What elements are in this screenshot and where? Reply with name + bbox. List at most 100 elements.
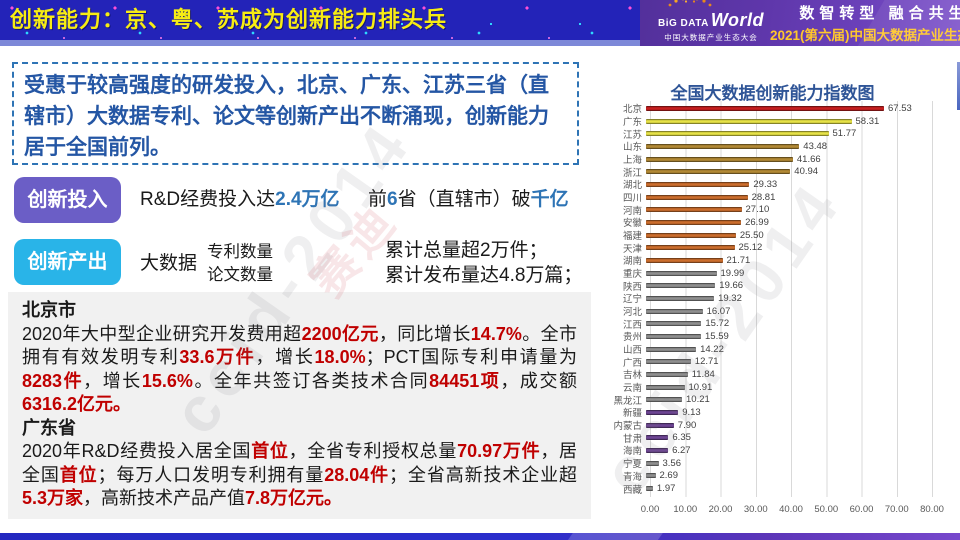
- text-segment: 8283件: [22, 370, 84, 391]
- bar-value-label: 43.48: [803, 140, 828, 152]
- chart-row: 重庆 19.99: [602, 267, 958, 281]
- bar-category-label: 青海: [622, 471, 642, 483]
- chart-row: 上海 41.66: [602, 153, 958, 167]
- innovation-investment-badge: 创新投入: [14, 177, 121, 223]
- x-axis-tick: 60.00: [849, 504, 874, 515]
- bar-category-label: 西藏: [622, 484, 642, 496]
- bar-value-label: 3.56: [662, 457, 682, 469]
- bar-value-label: 2.69: [659, 470, 679, 482]
- bar-value-label: 19.99: [720, 267, 745, 279]
- chart-row: 陕西 19.66: [602, 279, 958, 293]
- bar-value-label: 29.33: [753, 178, 778, 190]
- chart-row: 江苏 51.77: [602, 127, 958, 141]
- header-right-section: BiG DATA World 中国大数据产业生态大会 数智转型 融合共生 202…: [640, 0, 960, 46]
- chart-row: 江西 15.72: [602, 317, 958, 331]
- bar-category-label: 江苏: [622, 129, 642, 141]
- chart-row: 贵州 15.59: [602, 330, 958, 344]
- bar-value-label: 19.66: [719, 280, 744, 292]
- bar: [646, 257, 723, 263]
- text-segment: 2200亿元: [301, 323, 379, 344]
- bigdata-world-logo: BiG DATA World 中国大数据产业生态大会: [652, 0, 770, 43]
- bar: [646, 422, 674, 428]
- output-item-patents: 专利数量: [207, 243, 273, 261]
- chart-rows: 北京 67.53 广东 58.31 江苏 51.77 山东 43.48 上海 41.66 浙江 40.…: [602, 102, 958, 496]
- text-segment: R&D经费投入达: [140, 189, 276, 210]
- text-segment: 14.7%: [470, 323, 522, 344]
- bar: [646, 105, 884, 111]
- chart-row: 云南 10.91: [602, 381, 958, 395]
- bar-category-label: 贵州: [622, 332, 642, 344]
- bar-category-label: 北京: [622, 104, 642, 116]
- chart-row: 黑龙江 10.21: [602, 393, 958, 407]
- guangdong-paragraph: 2020年R&D经费投入居全国首位，全省专利授权总量70.97万件，居全国首位；…: [22, 440, 577, 511]
- text-segment: 28.04件: [324, 464, 390, 485]
- bar-value-label: 25.50: [739, 229, 764, 241]
- scrollbar[interactable]: [957, 62, 960, 110]
- bar: [646, 460, 659, 466]
- chart-row: 河北 16.07: [602, 305, 958, 319]
- x-axis-tick: 10.00: [673, 504, 698, 515]
- bar: [646, 219, 742, 225]
- text-segment: ；全省高新技术企业超: [389, 464, 578, 485]
- text-segment: 15.6%: [141, 370, 193, 391]
- bar: [646, 397, 682, 403]
- bar: [646, 473, 656, 479]
- bar-value-label: 27.10: [745, 204, 770, 216]
- bar-value-label: 40.94: [794, 166, 819, 178]
- bar: [646, 371, 688, 377]
- slogan-line2: 2021(第六届)中国大数据产业生态大会: [770, 28, 960, 43]
- bar-value-label: 6.27: [672, 444, 691, 456]
- text-segment: 33.6万件: [179, 347, 256, 367]
- bar-value-label: 16.07: [706, 305, 731, 317]
- text-segment: 。全年共签订各类技术合同: [192, 370, 430, 391]
- bar-category-label: 云南: [622, 383, 642, 395]
- logo-dots-arc-icon: [668, 0, 712, 6]
- page-title: 创新能力：京、粤、苏成为创新能力排头兵: [10, 7, 448, 32]
- chart-title: 全国大数据创新能力指数图: [670, 84, 875, 103]
- bar-category-label: 安徽: [622, 218, 642, 230]
- bar-category-label: 宁夏: [622, 459, 642, 471]
- bar-category-label: 黑龙江: [613, 395, 642, 407]
- chart-row: 安徽 26.99: [602, 216, 958, 230]
- bar-category-label: 上海: [622, 155, 642, 167]
- chart-row: 甘肃 6.35: [602, 431, 958, 445]
- bar-value-label: 25.12: [738, 242, 763, 254]
- x-axis-tick: 50.00: [814, 504, 839, 515]
- bar-value-label: 21.71: [726, 254, 751, 266]
- text-segment: ；每万人口发明专利拥有量: [97, 464, 325, 485]
- bar-value-label: 1.97: [656, 482, 676, 494]
- chart-row: 吉林 11.84: [602, 368, 958, 382]
- bar-category-label: 河南: [622, 205, 642, 217]
- chart-row: 广东 58.31: [602, 115, 958, 129]
- bar-value-label: 19.32: [718, 292, 742, 304]
- bar-category-label: 吉林: [622, 370, 642, 382]
- chart-row: 内蒙古 7.90: [602, 419, 958, 433]
- chart-row: 北京 67.53: [602, 102, 958, 116]
- text-segment: 。全市拥有有效发明专利: [22, 323, 578, 368]
- bar-category-label: 内蒙古: [613, 421, 642, 433]
- chart-row: 西藏 1.97: [602, 482, 958, 496]
- bar-category-label: 湖北: [622, 180, 642, 192]
- bar-value-label: 41.66: [796, 153, 821, 165]
- bar-value-label: 15.59: [705, 330, 729, 342]
- bar-category-label: 新疆: [622, 408, 642, 420]
- bar-value-label: 11.84: [691, 368, 715, 380]
- bar: [646, 270, 717, 276]
- bar-category-label: 福建: [622, 231, 642, 243]
- guangdong-title: 广东省: [22, 417, 76, 438]
- bar-category-label: 海南: [622, 446, 642, 458]
- output-item-papers: 论文数量: [207, 266, 273, 284]
- text-segment: 省（直辖市）破: [397, 189, 531, 210]
- investment-stat-1: R&D经费投入达2.4万亿: [140, 177, 340, 223]
- investment-stat-2: 前6省（直辖市）破千亿: [368, 177, 569, 223]
- logo-world-text: World: [710, 9, 765, 30]
- text-segment: 2.4万亿: [275, 189, 340, 210]
- x-axis-tick: 40.00: [779, 504, 803, 515]
- logo-subtitle: 中国大数据产业生态大会: [664, 32, 758, 42]
- intro-callout-box: 受惠于较高强度的研发投入，北京、广东、江苏三省（直辖市）大数据专利、论文等创新产…: [12, 62, 579, 165]
- bar: [646, 321, 702, 327]
- bar: [646, 384, 685, 390]
- chart-row: 湖北 29.33: [602, 178, 958, 192]
- bar: [646, 207, 742, 213]
